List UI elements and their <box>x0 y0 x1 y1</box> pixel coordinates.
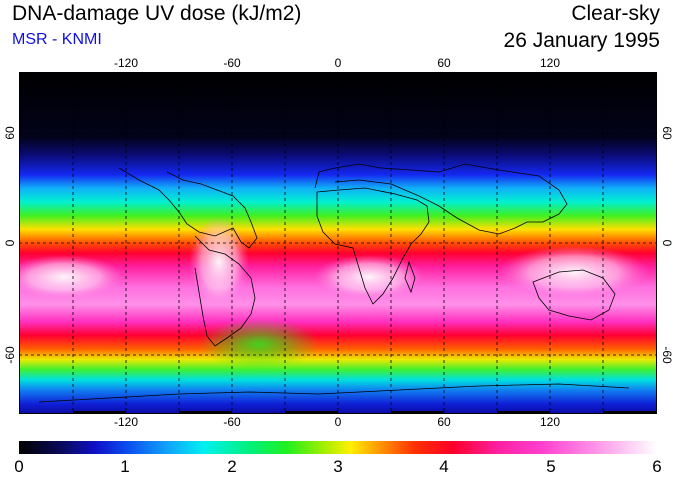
uv-dose-map <box>19 72 657 414</box>
lat-tick-right: 0 <box>660 239 674 247</box>
lon-tick-top: -60 <box>223 56 241 70</box>
lon-tick-bottom: -60 <box>223 415 241 429</box>
lon-tick-top: -120 <box>113 56 139 70</box>
lat-tick-left: -60 <box>3 346 17 364</box>
coastline-eurasia <box>314 163 568 235</box>
uv-dose-map-svg <box>19 72 657 414</box>
coastline-antarctica <box>38 383 630 403</box>
uv-maximum <box>314 255 424 299</box>
sky-condition-label: Clear-sky <box>571 2 660 25</box>
color-scale-bar <box>19 441 657 454</box>
colorbar-label: 1 <box>120 457 130 476</box>
graticule <box>19 72 657 414</box>
colorbar-label: 5 <box>546 457 556 476</box>
coastline-madagascar <box>404 260 416 294</box>
coastline-south-america <box>194 235 256 347</box>
lat-tick-left: 0 <box>3 239 17 247</box>
colorbar-label: 2 <box>227 457 237 476</box>
lon-tick-top: 120 <box>539 56 561 70</box>
map-title: DNA-damage UV dose (kJ/m2) <box>12 2 302 25</box>
uv-maximum <box>19 255 124 299</box>
lon-tick-bottom: 60 <box>437 415 451 429</box>
lat-tick-right: -60 <box>660 346 674 364</box>
colorbar-label: 6 <box>652 457 662 476</box>
uv-minimum <box>199 319 319 369</box>
colorbar-label: 0 <box>14 457 24 476</box>
lon-tick-bottom: 0 <box>334 415 342 429</box>
uv-maximum <box>189 217 249 307</box>
lat-tick-left: 60 <box>3 126 17 140</box>
coastline-australia <box>532 269 616 321</box>
lon-tick-bottom: -120 <box>113 415 139 429</box>
coastline-north-america <box>118 167 258 249</box>
date-label: 26 January 1995 <box>503 29 660 52</box>
lon-tick-top: 60 <box>437 56 451 70</box>
source-label: MSR - KNMI <box>12 31 102 48</box>
frame-scale-bars <box>73 72 657 414</box>
uv-maximum <box>499 246 649 298</box>
coastline-africa <box>316 187 430 305</box>
lat-tick-right: 60 <box>660 126 674 140</box>
colorbar-label: 4 <box>439 457 449 476</box>
colorbar-label: 3 <box>333 457 343 476</box>
coastlines <box>38 163 630 403</box>
lon-tick-top: 0 <box>334 56 342 70</box>
lon-tick-bottom: 120 <box>539 415 561 429</box>
